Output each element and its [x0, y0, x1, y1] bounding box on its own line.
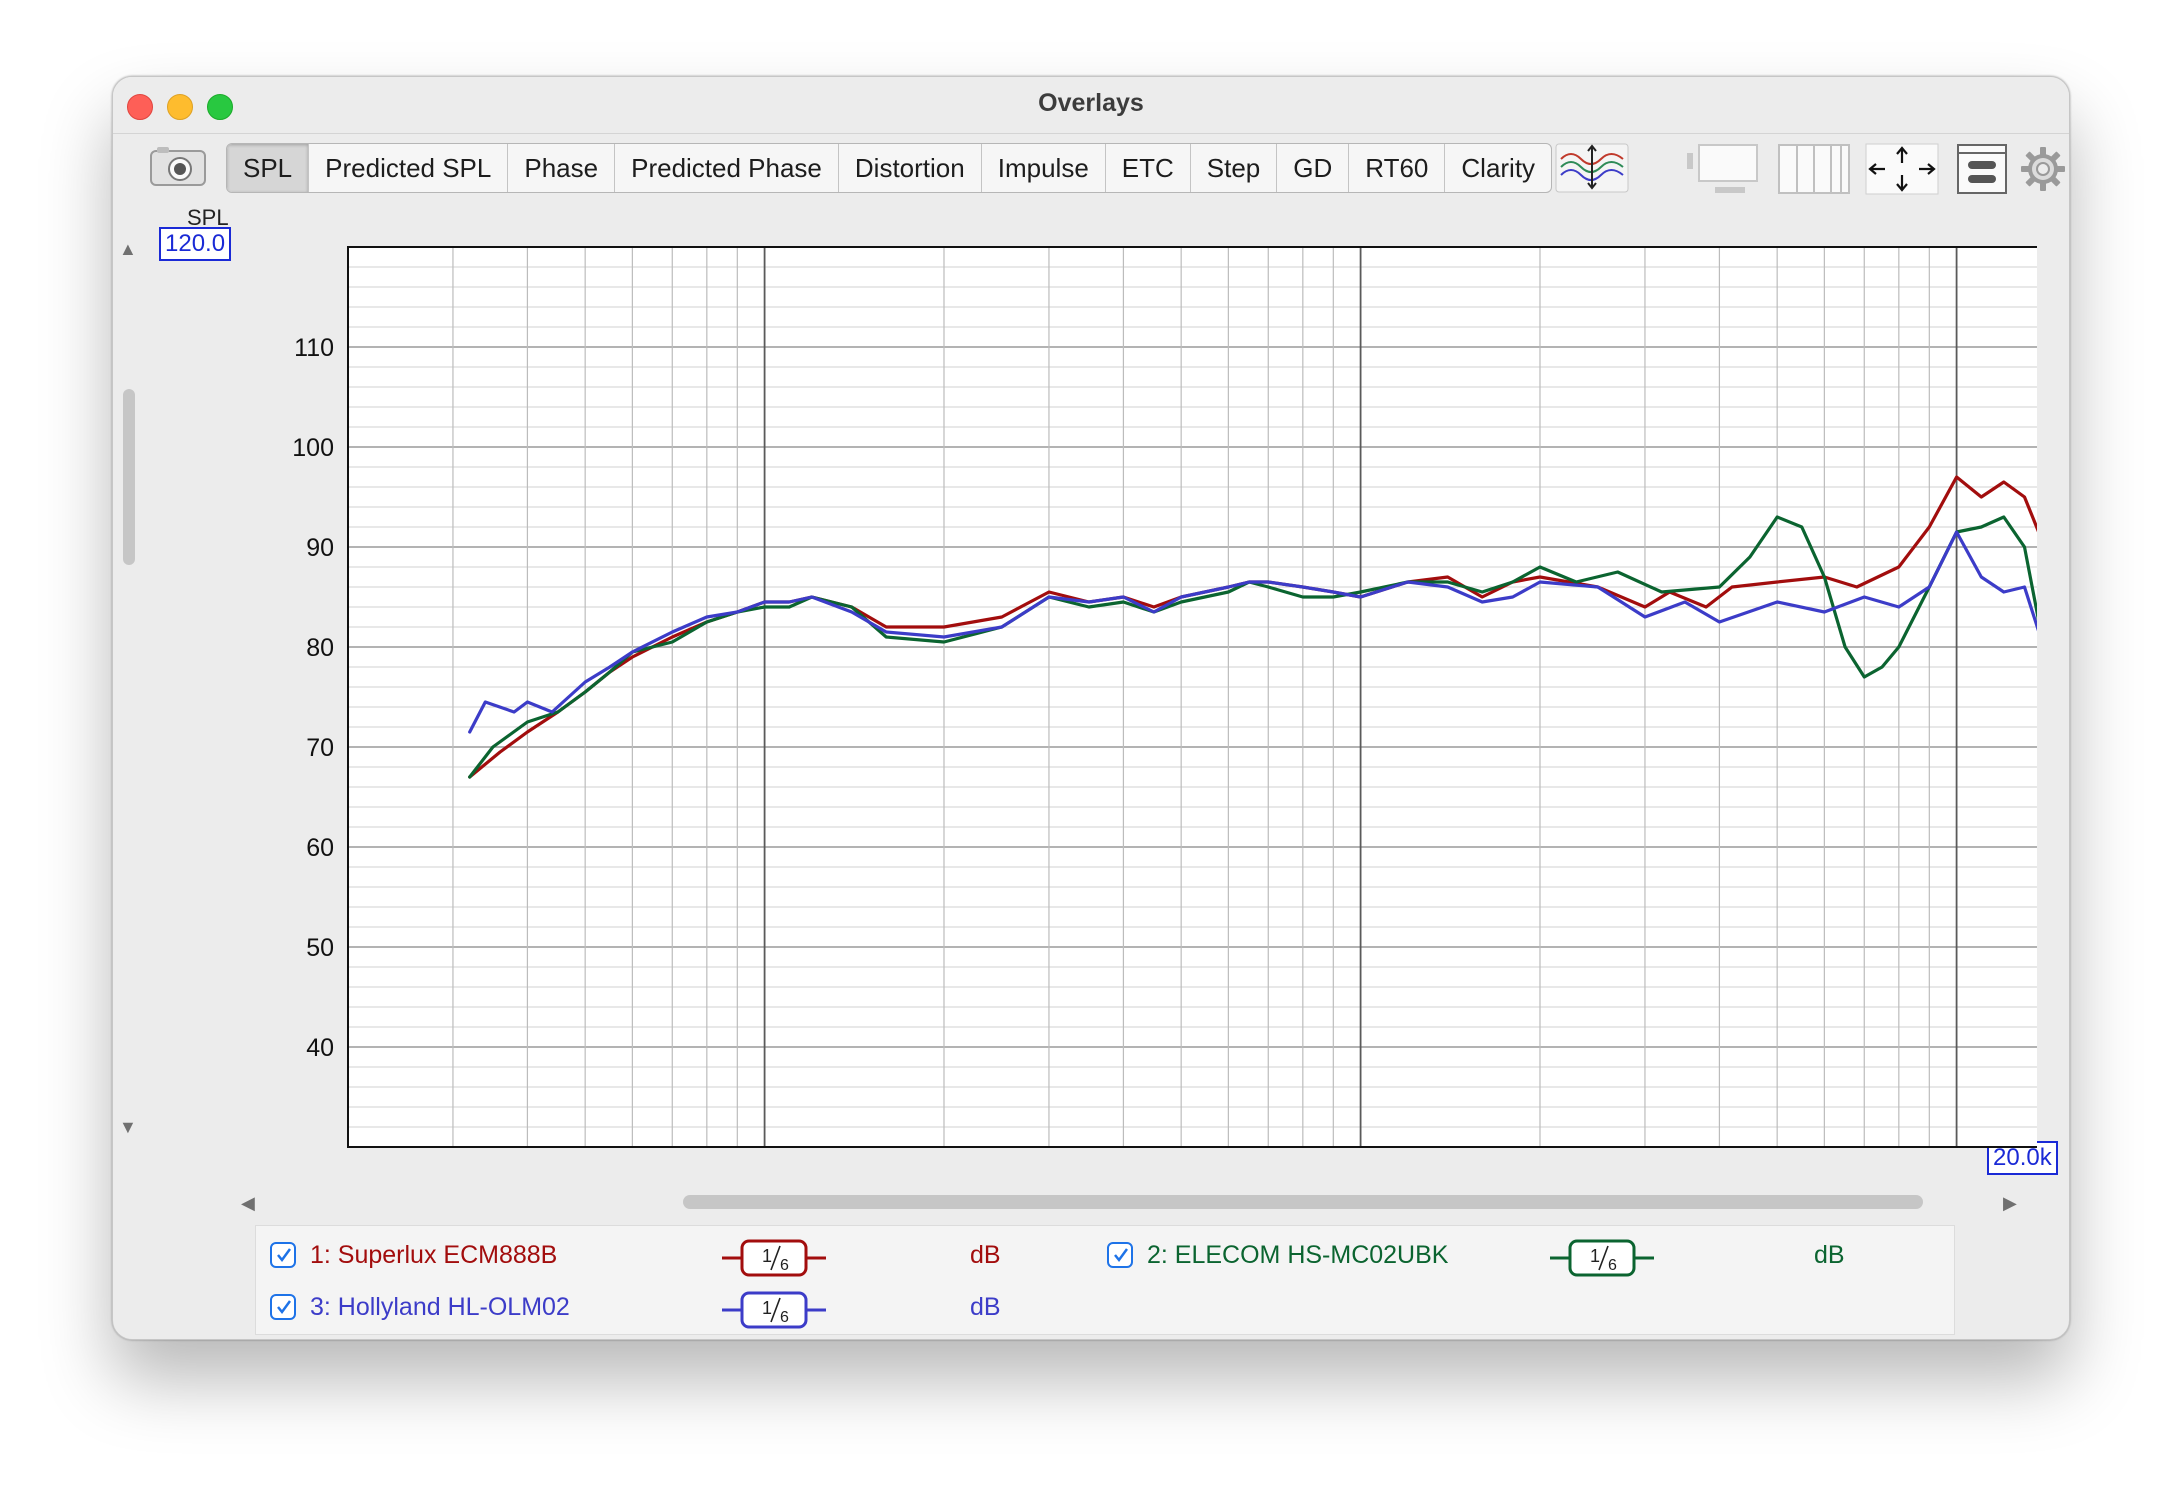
minimize-button[interactable] [167, 94, 193, 120]
smoothing-badge-3[interactable]: 1 6 [722, 1290, 826, 1335]
window-title: Overlays [1038, 89, 1144, 117]
scroll-up-arrow[interactable]: ▲ [119, 239, 137, 259]
legend-checkbox-1[interactable] [270, 1242, 296, 1268]
legend-panel: 1: Superlux ECM888B 1 6 dB 2: ELECOM HS-… [255, 1225, 1955, 1335]
single-panel-icon[interactable] [1685, 143, 1765, 200]
smoothing-num-1: 1 [762, 1246, 772, 1266]
y-tick-label: 70 [306, 734, 334, 762]
legend-unit-1: dB [970, 1241, 1001, 1269]
legend-unit-2: dB [1814, 1241, 1845, 1269]
tab-spl[interactable]: SPL [227, 144, 310, 192]
overlay-curves-icon[interactable] [1555, 143, 1629, 198]
horizontal-scrollbar-thumb[interactable] [683, 1195, 1923, 1209]
legend-checkbox-2[interactable] [1107, 1242, 1133, 1268]
tab-clarity[interactable]: Clarity [1461, 153, 1536, 183]
legend-unit-3: dB [970, 1293, 1001, 1321]
y-axis-title: SPL [187, 205, 229, 230]
scroll-right-arrow[interactable]: ▶ [2003, 1193, 2017, 1213]
legend-checkbox-3[interactable] [270, 1294, 296, 1320]
tab-impulse[interactable]: Impulse [982, 144, 1106, 192]
zoom-button[interactable] [207, 94, 233, 120]
y-tick-label: 50 [306, 934, 334, 962]
vertical-scrollbar-thumb[interactable] [123, 389, 135, 565]
tab-predicted-spl[interactable]: Predicted SPL [309, 144, 509, 192]
graph-tab-bar: SPL Predicted SPL Phase Predicted Phase … [226, 143, 1553, 193]
y-max-field[interactable]: 120.0 [159, 227, 232, 261]
plot-frame [347, 246, 2037, 1148]
smoothing-badge-1[interactable]: 1 6 [722, 1238, 826, 1283]
legend-label-2: 2: ELECOM HS-MC02UBK [1147, 1241, 1449, 1269]
y-tick-label: 40 [306, 1034, 334, 1062]
smoothing-num-3: 1 [762, 1298, 772, 1318]
y-tick-label: 80 [306, 634, 334, 662]
expand-arrows-icon[interactable] [1865, 143, 1939, 200]
spl-chart[interactable]: 4050607080901001102030405060801002003004… [237, 239, 2037, 1159]
plot-area [348, 247, 2037, 1147]
tab-distortion[interactable]: Distortion [839, 144, 982, 192]
tab-predicted-phase[interactable]: Predicted Phase [615, 144, 839, 192]
camera-icon[interactable] [149, 145, 207, 189]
tab-gd[interactable]: GD [1277, 144, 1350, 192]
legend-label-1: 1: Superlux ECM888B [310, 1241, 558, 1269]
smoothing-den-1: 6 [780, 1257, 789, 1274]
gear-icon[interactable] [2019, 145, 2067, 198]
legend-label-3: 3: Hollyland HL-OLM02 [310, 1293, 570, 1321]
smoothing-den-3: 6 [780, 1309, 789, 1326]
y-tick-label: 110 [294, 334, 334, 362]
series-line-3 [468, 530, 2037, 734]
scroll-down-arrow[interactable]: ▼ [119, 1117, 137, 1137]
tab-step[interactable]: Step [1191, 144, 1278, 192]
legend-panel-icon[interactable] [1956, 143, 2008, 200]
tab-rt60[interactable]: RT60 [1349, 144, 1446, 192]
columns-layout-icon[interactable] [1777, 143, 1851, 200]
tab-phase[interactable]: Phase [508, 144, 616, 192]
smoothing-den-2: 6 [1608, 1257, 1617, 1274]
title-bar: Overlays [113, 77, 2069, 134]
smoothing-num-2: 1 [1590, 1246, 1600, 1266]
close-button[interactable] [127, 94, 153, 120]
overlays-window: Overlays SPL Predicted SPL Phase Predict… [112, 76, 2070, 1340]
y-tick-label: 60 [306, 834, 334, 862]
y-tick-label: 100 [292, 434, 334, 462]
tab-etc[interactable]: ETC [1106, 144, 1191, 192]
y-tick-label: 90 [306, 534, 334, 562]
scroll-left-arrow[interactable]: ◀ [241, 1193, 255, 1213]
smoothing-badge-2[interactable]: 1 6 [1550, 1238, 1654, 1283]
